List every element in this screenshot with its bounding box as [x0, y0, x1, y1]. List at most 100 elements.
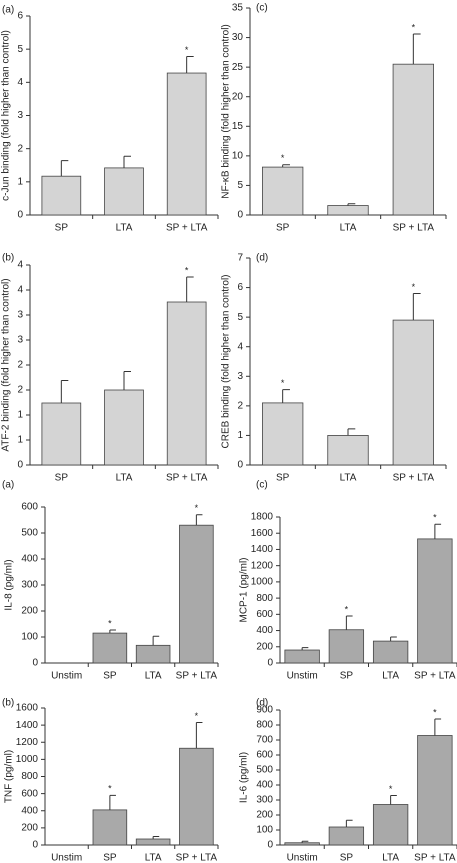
panel-label: (b) [2, 253, 14, 264]
error-bar [123, 155, 131, 168]
y-axis-label: ATF-2 binding (fold higher than control) [1, 278, 12, 451]
significance-star: * [281, 153, 285, 163]
y-axis-label: MCP-1 (pg/ml) [239, 557, 250, 622]
significance-star: * [185, 265, 189, 275]
y-tick-label: 30 [232, 32, 244, 43]
y-tick-label: 100 [256, 825, 273, 836]
bar [327, 435, 369, 466]
y-tick-label: 400 [21, 805, 38, 816]
y-axis-label: IL-6 (pg/ml) [239, 752, 250, 803]
y-tick-label: 2 [17, 360, 23, 371]
error-bar [186, 276, 194, 302]
y-axis-label: c-Jun binding (fold higher than control) [1, 30, 12, 201]
y-tick-label: 1 [17, 410, 23, 421]
bar [417, 538, 453, 664]
significance-star: * [281, 378, 285, 388]
x-tick-label: Unstim [51, 671, 82, 682]
y-tick-label: 5 [237, 312, 243, 323]
panel-label: (c) [256, 480, 268, 491]
y-tick-label: 1200 [16, 737, 39, 748]
x-tick-label: LTA [145, 853, 162, 863]
x-tick-label: Unstim [287, 671, 318, 682]
error-bar [152, 835, 160, 840]
y-tick-label: 1000 [251, 577, 274, 588]
error-bar [412, 33, 421, 65]
x-tick-label: SP [276, 223, 290, 234]
y-tick-label: 5 [17, 44, 23, 55]
error-bar [345, 819, 353, 827]
x-tick-label: SP [55, 473, 69, 484]
y-tick-label: 20 [232, 91, 244, 102]
bar [104, 389, 144, 466]
error-bar [60, 160, 69, 177]
x-tick-label: SP + LTA [393, 473, 435, 484]
bar [41, 175, 82, 216]
y-tick-label: 2 [17, 385, 23, 396]
error-bar [347, 428, 356, 436]
bar [135, 838, 171, 846]
x-tick-label: Unstim [51, 853, 82, 863]
error-bar [301, 647, 309, 651]
error-bar [282, 164, 290, 168]
y-tick-label: 700 [256, 735, 273, 746]
error-bar [60, 380, 69, 403]
y-tick-label: 200 [256, 641, 273, 652]
y-tick-label: 600 [21, 502, 38, 513]
error-bar [412, 292, 421, 321]
y-tick-label: 800 [256, 720, 273, 731]
y-tick-label: 2 [17, 143, 23, 154]
y-tick-label: 200 [21, 606, 38, 617]
y-tick-label: 0 [267, 658, 273, 669]
panel-label: (a) [2, 5, 14, 16]
significance-star: * [185, 45, 189, 55]
error-bar [434, 523, 442, 539]
y-axis-label: IL-8 (pg/ml) [4, 559, 15, 610]
bar [284, 842, 320, 846]
significance-star: * [389, 784, 393, 794]
y-tick-label: 1200 [251, 560, 274, 571]
y-tick-label: 4 [17, 260, 23, 271]
bar [284, 649, 320, 664]
y-tick-label: 5 [237, 180, 243, 191]
y-tick-label: 0 [237, 460, 243, 471]
error-bar [109, 629, 116, 634]
x-tick-label: SP + LTA [176, 671, 218, 682]
error-bar [347, 203, 356, 206]
y-tick-label: 3 [17, 310, 23, 321]
x-tick-label: LTA [382, 671, 399, 682]
y-tick-label: 1400 [251, 544, 274, 555]
error-bar [195, 514, 203, 526]
bar [104, 167, 144, 216]
error-bar [390, 795, 397, 805]
x-tick-label: LTA [116, 473, 133, 484]
y-tick-label: 10 [232, 150, 244, 161]
y-tick-label: 0 [32, 840, 38, 851]
x-tick-label: Unstim [287, 853, 318, 863]
panel-label: (b) [2, 698, 14, 709]
error-bar [301, 840, 309, 843]
y-tick-label: 25 [232, 62, 244, 73]
y-tick-label: 400 [256, 625, 273, 636]
x-tick-label: LTA [145, 671, 162, 682]
y-tick-label: 400 [21, 554, 38, 565]
y-tick-label: 0 [17, 460, 23, 471]
y-tick-label: 800 [21, 771, 38, 782]
x-tick-label: LTA [382, 853, 399, 863]
x-tick-label: SP + LTA [166, 223, 208, 234]
bar [179, 524, 214, 664]
x-tick-label: LTA [340, 473, 357, 484]
y-tick-label: 0 [237, 210, 243, 221]
y-tick-label: 0 [32, 658, 38, 669]
bar [92, 632, 128, 664]
y-tick-label: 1600 [16, 703, 39, 714]
bar [166, 301, 207, 466]
y-tick-label: 35 [232, 3, 244, 14]
x-tick-label: LTA [340, 223, 357, 234]
y-tick-label: 800 [256, 593, 273, 604]
panel-label: (a) [2, 480, 14, 491]
panel-label: (d) [256, 253, 268, 264]
y-tick-label: 1 [17, 176, 23, 187]
y-tick-label: 4 [237, 341, 243, 352]
bar [372, 640, 409, 664]
